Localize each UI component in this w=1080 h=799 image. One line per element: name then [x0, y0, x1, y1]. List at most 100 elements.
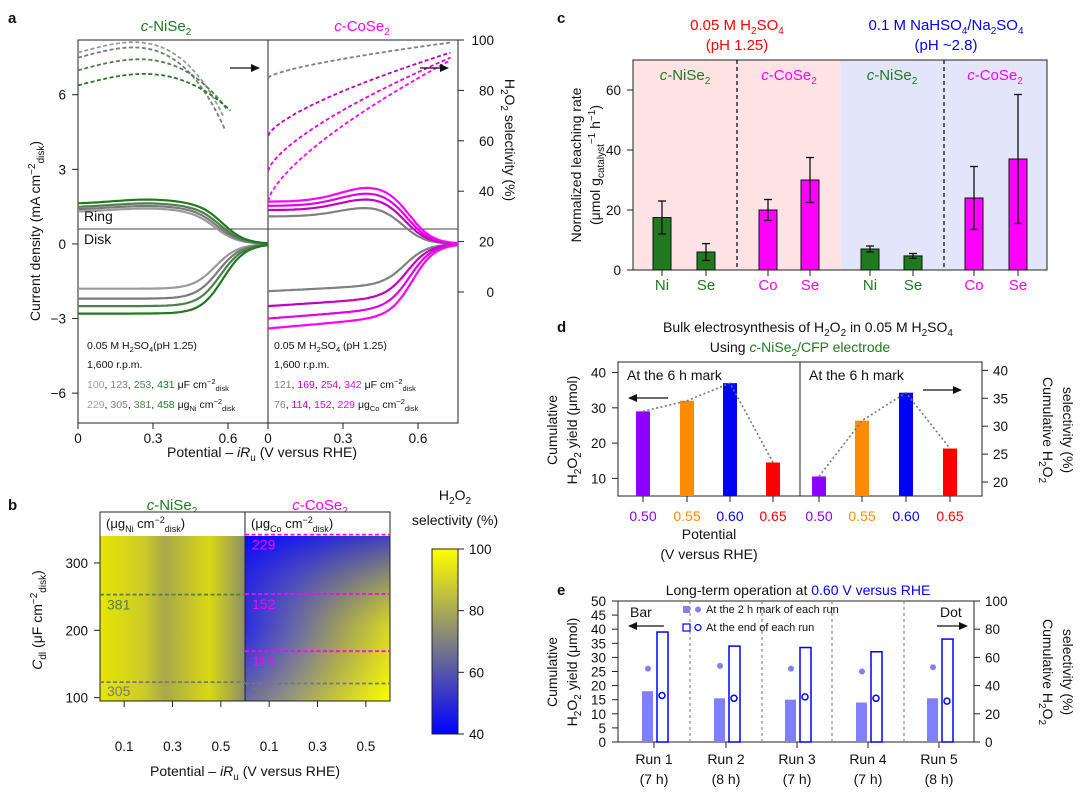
e-x-tick-label: Run 5 [920, 751, 958, 767]
panel-d-right-note: At the 6 h mark [809, 367, 905, 383]
e-x-tick-hours: (7 h) [640, 771, 669, 787]
a-selectivity-curve [267, 51, 451, 137]
a-x-tick-label: 0.6 [409, 431, 428, 446]
c-x-tick-label: Co [758, 277, 777, 294]
panel-letter-b: b [8, 497, 17, 514]
a-disk-curve [78, 243, 269, 308]
d-bar [723, 383, 737, 496]
panel-e-y-label-2: H2O2 yield (μmol) [564, 618, 584, 727]
panel-d-x-ticks: 0.50 0.55 0.60 0.65 0.50 0.55 0.60 0.65 [629, 496, 964, 524]
panel-d-title: Bulk electrosynthesis of H2O2 in 0.05 M … [663, 319, 953, 339]
d-bar [812, 476, 826, 496]
a-disk-curve [267, 243, 459, 293]
e-x-tick-label: Run 3 [778, 751, 816, 767]
e-bar-end [656, 631, 669, 743]
d-y-tick-label: 10 [591, 471, 606, 486]
a-selectivity-curve [77, 41, 224, 117]
colorbar [431, 548, 459, 735]
disk-label: Disk [84, 231, 112, 247]
panel-e-y2-label: Cumulative H2O2 [1036, 619, 1056, 725]
colorbar-title-2: selectivity (%) [412, 512, 498, 528]
e-y-tick-label: 20 [591, 679, 606, 694]
d-x-tick-label: 0.55 [673, 508, 700, 524]
d-bar [855, 420, 869, 496]
a-disk-curve [78, 243, 269, 300]
a-ring-curve [268, 206, 459, 245]
a-y-tick-label: 3 [58, 162, 66, 177]
d-y2-tick-label: 20 [993, 475, 1008, 490]
d-y-tick-label: 20 [591, 436, 606, 451]
a-y2-tick-label: 100 [471, 33, 494, 48]
panel-e-y2-label-2: selectivity (%) [1060, 629, 1076, 715]
colorbar-title: H2O2 [439, 487, 472, 507]
a-ring-curve [268, 192, 459, 245]
a-y-tick-label: −6 [51, 386, 66, 401]
a-x-tick-label: 0.6 [219, 431, 238, 446]
a-selectivity-curve [77, 58, 229, 112]
e-dot-end [872, 694, 880, 703]
panel-a-left-electrolyte: 0.05 M H2SO4(pH 1.25) [87, 340, 197, 354]
d-x-tick-label: 0.50 [805, 508, 832, 524]
panel-d-frame-right [799, 361, 983, 497]
d-x-tick-label: 0.60 [892, 508, 919, 524]
e-y2-tick-label: 20 [985, 707, 1000, 722]
panel-d-subtitle: Using c-NiSe2/CFP electrode [710, 339, 891, 359]
c-y-tick-label: 40 [606, 143, 621, 158]
a-disk-curve [78, 243, 269, 290]
e-x-tick-hours: (8 h) [925, 771, 954, 787]
panel-a-left-mass-values: 229, 305, 381, 458 μgNi cm−2disk [87, 397, 236, 413]
panel-a: c-NiSe2 c-CoSe2 6 3 0 −3 −6 100 80 60 40 20 0 0 0.… [27, 18, 518, 464]
panel-a-title-nise2: c-NiSe2 [141, 18, 192, 38]
panel-a-curves [77, 41, 459, 330]
a-x-tick-label: 0 [74, 431, 82, 446]
panel-c-x-ticks: Ni Se Co Se Ni Se Co Se [655, 270, 1027, 294]
b-loading-label: 76 [252, 684, 268, 700]
panel-c-header-left-ph: (pH 1.25) [706, 37, 769, 54]
a-ring-curve [77, 207, 269, 245]
a-y2-tick-label: 80 [479, 83, 494, 98]
e-y-tick-label: 10 [591, 707, 606, 722]
e-dot-2h [859, 668, 865, 675]
panel-e-bar-tag: Bar [630, 604, 652, 620]
e-x-tick-hours: (8 h) [712, 771, 741, 787]
e-y2-tick-label: 40 [985, 679, 1000, 694]
panel-a-right-cdl-values: 121, 169, 254, 342 μF cm−2disk [274, 377, 416, 393]
panel-d-y2-label: Cumulative H2O2 [1036, 377, 1056, 483]
panel-e-arrow-right [937, 622, 968, 630]
e-y-tick-label: 15 [591, 693, 606, 708]
e-y-tick-label: 45 [591, 608, 606, 623]
c-y-tick-label: 20 [606, 203, 621, 218]
panel-letter-a: a [8, 10, 17, 27]
e-y-tick-label: 35 [591, 636, 606, 651]
panel-b-x-label: Potential – iRu (V versus RHE) [150, 763, 340, 783]
legend-label-end: At the end of each run [706, 622, 814, 634]
e-y-tick-label: 25 [591, 665, 606, 680]
legend-label-2h: At the 2 h mark of each run [706, 604, 839, 616]
a-y-tick-label: 6 [58, 88, 66, 103]
panel-a-right-arrow-right [420, 64, 449, 72]
e-y2-tick-label: 0 [985, 735, 993, 750]
a-y2-tick-label: 60 [479, 134, 494, 149]
d-bar [943, 448, 957, 496]
a-x-tick-label: 0 [264, 431, 272, 446]
e-y-tick-label: 40 [591, 622, 606, 637]
a-y2-tick-label: 20 [479, 235, 494, 250]
panel-a-y-ticks: 6 3 0 −3 −6 [51, 88, 78, 401]
b-loading-label: 152 [252, 596, 276, 612]
panel-e-y-label: Cumulative [544, 637, 560, 707]
a-ring-curve [77, 204, 269, 245]
b-loading-label: 381 [107, 597, 131, 613]
panel-e-x-ticks: Run 1 (7 h) Run 2 (8 h) Run 3 (7 h) Run 4 (7 h)… [635, 742, 958, 787]
panel-d-arrow-right [923, 386, 962, 394]
e-dot-end [658, 691, 666, 700]
colorbar-tick-label: 60 [469, 665, 484, 680]
a-ring-curve [77, 198, 269, 245]
a-disk-curve [267, 243, 459, 308]
b-x-tick-label: 0.5 [211, 739, 230, 754]
legend-open-bar-icon [682, 623, 691, 632]
panel-e-title: Long-term operation at 0.60 V versus RHE [666, 582, 931, 598]
d-y2-tick-label: 35 [993, 391, 1008, 406]
b-x-tick-label: 0.1 [115, 739, 134, 754]
